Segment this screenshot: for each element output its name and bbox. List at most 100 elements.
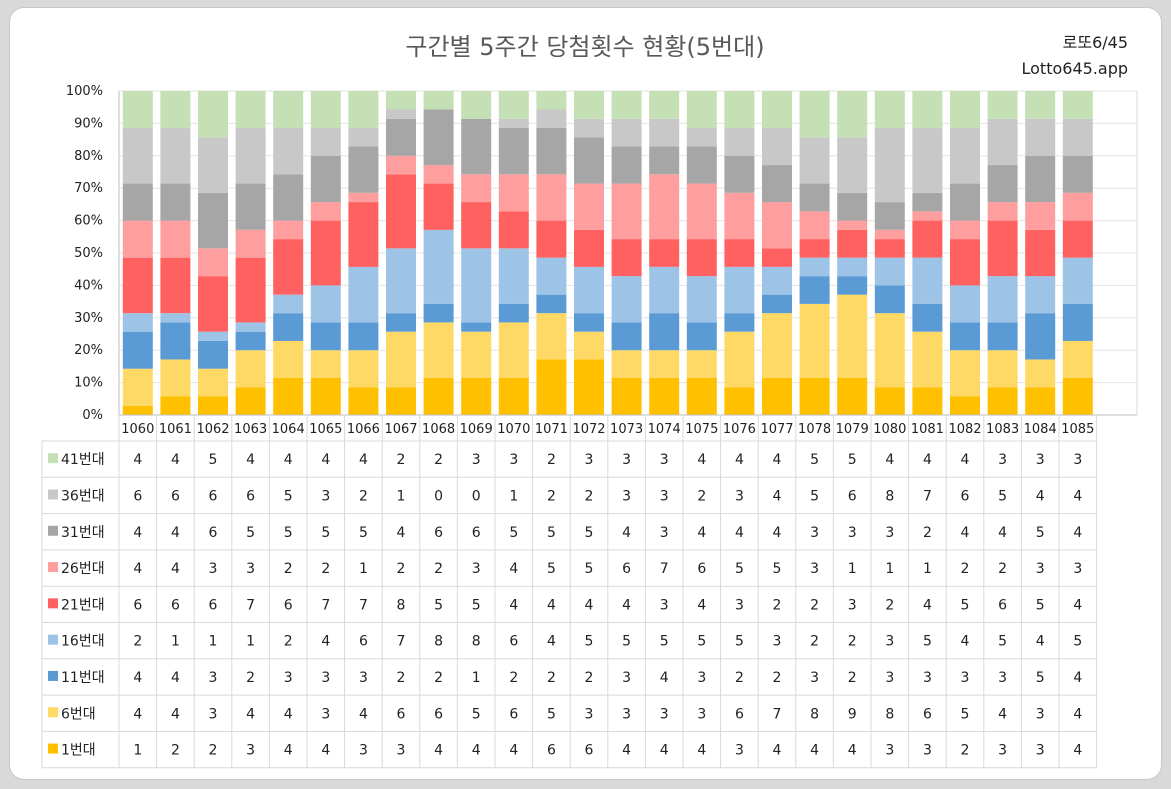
table-cell-value: 5 (1073, 634, 1082, 650)
table-cell-value: 3 (209, 561, 218, 577)
table-cell-value: 5 (246, 525, 255, 541)
y-tick-label: 20% (74, 343, 103, 358)
bar-segment (1025, 359, 1056, 388)
table-cell-value: 2 (547, 488, 556, 504)
table-cell-value: 5 (284, 525, 293, 541)
y-tick-label: 60% (74, 214, 103, 229)
table-cell-value: 8 (810, 706, 819, 722)
bar-segment (724, 266, 755, 314)
table-cell-value: 3 (585, 452, 594, 468)
bar-segment (348, 202, 379, 267)
bar-segment (686, 377, 717, 415)
table-cell-value: 5 (359, 525, 368, 541)
bar-segment (686, 322, 717, 351)
plot-area: 0% 10% 20% 30% 40% 50% 60% 70% 80% 90% 100% (66, 84, 1138, 423)
table-cell-value: 5 (1036, 597, 1045, 613)
bar-segment (649, 146, 680, 175)
bar-segment (874, 202, 905, 230)
table-cell-value: 7 (246, 597, 255, 613)
table-cell-value: 4 (171, 452, 180, 468)
x-tick-label: 1063 (234, 422, 267, 437)
x-tick-label: 1064 (272, 422, 305, 437)
bar-segment (799, 377, 830, 415)
bar-segment (987, 202, 1018, 221)
bar-segment (423, 109, 454, 166)
table-cell-value: 4 (697, 743, 706, 759)
bar-segment (1062, 377, 1093, 415)
bar-segment (498, 303, 529, 323)
bar-segment (122, 257, 153, 314)
table-cell-value: 3 (472, 561, 481, 577)
table-cell-value: 2 (961, 743, 970, 759)
bar-segment (160, 313, 191, 323)
table-cell-value: 4 (509, 597, 518, 613)
bar-segment (574, 91, 604, 119)
table-cell-value: 2 (848, 634, 857, 650)
bar-segment (273, 91, 304, 129)
bar-segment (122, 183, 153, 221)
bar-segment (799, 239, 830, 258)
bar-segment (874, 285, 905, 314)
legend-label: 26번대 (61, 561, 105, 577)
table-cell-value: 4 (961, 634, 970, 650)
bar-segment (912, 387, 943, 415)
bar-segment (536, 174, 567, 221)
table-cell-value: 5 (585, 525, 594, 541)
table-cell-value: 2 (209, 743, 218, 759)
bar-segment (461, 202, 492, 249)
table-cell-value: 5 (1036, 525, 1045, 541)
x-tick-label: 1071 (535, 422, 568, 437)
bar-segment (1062, 340, 1093, 378)
table-cell-value: 4 (547, 634, 556, 650)
table-cell-value: 3 (961, 670, 970, 686)
y-tick-label: 100% (66, 84, 103, 99)
bar-segment (762, 202, 792, 249)
table-cell-value: 3 (622, 670, 631, 686)
bar-segment (574, 183, 604, 230)
bar-segment (160, 359, 191, 397)
table-cell-value: 6 (848, 488, 857, 504)
bar-segment (198, 276, 228, 332)
table-cell-value: 5 (622, 634, 631, 650)
table-cell-value: 5 (472, 706, 481, 722)
table-cell-value: 4 (660, 670, 669, 686)
bar-segment (611, 322, 642, 351)
bar-segment (762, 91, 792, 129)
table-cell-value: 2 (434, 561, 443, 577)
bar-segment (799, 276, 830, 304)
bar-segment (273, 128, 304, 175)
table-cell-value: 2 (509, 670, 518, 686)
bar-segment (987, 322, 1018, 351)
table-cell-value: 8 (472, 634, 481, 650)
chart-card: 구간별 5주간 당첨횟수 현황(5번대) 로또6/45 Lotto645.app… (10, 8, 1161, 779)
bar-segment (912, 220, 943, 258)
table-cell-value: 3 (885, 525, 894, 541)
table-cell-value: 1 (133, 743, 142, 759)
table-cell-value: 2 (397, 670, 406, 686)
bar-segment (724, 192, 755, 240)
bar-segment (498, 377, 529, 415)
table-cell-value: 2 (397, 452, 406, 468)
bar-segment (498, 91, 529, 119)
table-cell-value: 3 (321, 670, 330, 686)
x-tick-label: 1067 (384, 422, 417, 437)
brand-label-top: 로또6/45 (1063, 33, 1128, 52)
bar-segment (423, 165, 454, 184)
table-cell-value: 1 (359, 561, 368, 577)
bar-segment (386, 91, 416, 110)
bar-segment (950, 350, 980, 397)
table-cell-value: 4 (773, 452, 782, 468)
table-cell-value: 4 (697, 452, 706, 468)
bar-segment (950, 183, 980, 221)
x-tick-label: 1068 (422, 422, 455, 437)
legend-swatch (48, 598, 58, 609)
bar-segment (310, 377, 341, 415)
bar-segment (235, 322, 266, 332)
table-cell-value: 1 (923, 561, 932, 577)
y-tick-label: 90% (74, 116, 103, 131)
table-cell-value: 3 (472, 452, 481, 468)
legend-label: 41번대 (61, 452, 105, 468)
bar-segment (611, 350, 642, 378)
bar-segment (762, 248, 792, 267)
bar-segment (1062, 220, 1093, 258)
